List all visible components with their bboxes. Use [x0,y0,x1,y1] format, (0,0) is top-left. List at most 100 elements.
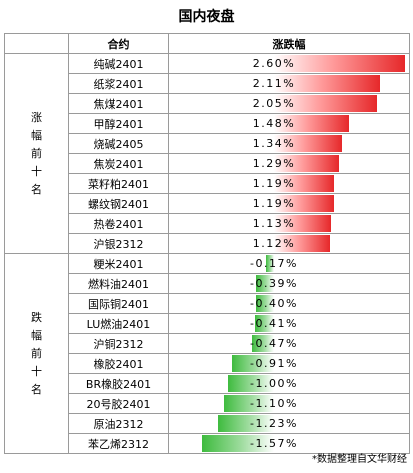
change-cell: 1.19% [168,193,410,214]
change-cell: -1.23% [168,413,410,434]
contract-name: 焦煤2401 [68,93,169,114]
group-label-top: 涨幅前十名 [4,53,69,254]
change-value-label: 1.19% [252,177,296,190]
change-cell: 2.60% [168,53,410,74]
change-value-label: 1.34% [252,137,296,150]
table-row: 沪银2312 1.12% [5,233,410,254]
change-bar [255,315,274,332]
contract-name: 沪银2312 [68,233,169,254]
contract-name: 纸浆2401 [68,73,169,94]
change-bar [274,135,342,152]
group-label-bottom: 跌幅前十名 [4,253,69,454]
change-cell: 1.34% [168,133,410,154]
change-cell: 1.48% [168,113,410,134]
header-blank [4,33,69,54]
change-value-label: 1.29% [252,157,296,170]
change-cell: -0.91% [168,353,410,374]
change-value-label: 1.48% [252,117,296,130]
change-cell: -1.10% [168,393,410,414]
table-row: 燃料油2401 -0.39% [5,273,410,294]
contract-name: 纯碱2401 [68,53,169,74]
change-bar [274,75,381,92]
change-bar [223,395,274,412]
change-cell: -0.39% [168,273,410,294]
change-cell: 2.11% [168,73,410,94]
table-row: 焦炭2401 1.29% [5,153,410,174]
contract-name: 热卷2401 [68,213,169,234]
table-row: 20号胶2401 -1.10% [5,393,410,414]
change-bar [232,355,274,372]
change-cell: -1.57% [168,433,410,454]
table-row: 菜籽粕2401 1.19% [5,173,410,194]
change-bar [274,175,334,192]
table-row: 国际铜2401 -0.40% [5,293,410,314]
header-row: 合约 涨跌幅 [4,33,410,54]
change-bar [274,215,331,232]
change-bar [274,235,331,252]
change-value-label: -0.39% [250,277,298,290]
contract-name: 甲醇2401 [68,113,169,134]
change-cell: -0.41% [168,313,410,334]
table-row: 苯乙烯2312 -1.57% [5,433,410,454]
change-bar [252,335,274,352]
change-bar [202,435,274,452]
change-cell: -0.47% [168,333,410,354]
change-bar [228,375,274,392]
table-row: 螺纹钢2401 1.19% [5,193,410,214]
table-row: LU燃油2401 -0.41% [5,313,410,334]
change-bar [274,55,405,72]
change-bar [266,255,274,272]
change-cell: -0.40% [168,293,410,314]
change-bar [274,195,334,212]
contract-name: 焦炭2401 [68,153,169,174]
change-value-label: -0.17% [250,257,298,270]
change-value-label: 1.12% [252,237,296,250]
table-row: 纸浆2401 2.11% [5,73,410,94]
change-value-label: -0.91% [250,357,298,370]
change-cell: -1.00% [168,373,410,394]
contract-name: 苯乙烯2312 [68,433,169,454]
contract-name: 原油2312 [68,413,169,434]
change-value-label: -0.41% [250,317,298,330]
table-row: 沪铜2312 -0.47% [5,333,410,354]
change-value-label: 1.13% [252,217,296,230]
change-bar [217,415,274,432]
contract-name: 菜籽粕2401 [68,173,169,194]
change-value-label: -1.00% [250,377,298,390]
contract-name: 烧碱2405 [68,133,169,154]
contract-name: BR橡胶2401 [68,373,169,394]
change-bar [274,155,339,172]
change-value-label: -0.47% [250,337,298,350]
change-cell: 2.05% [168,93,410,114]
header-contract: 合约 [68,33,169,54]
change-table: 合约 涨跌幅 涨幅前十名纯碱2401 2.60% 纸浆2401 2.11% 焦煤2401… [4,33,410,454]
change-value-label: 2.11% [252,77,296,90]
table-row: 跌幅前十名粳米2401 -0.17% [4,253,410,454]
contract-name: 粳米2401 [68,253,169,274]
change-bar [274,95,378,112]
contract-name: LU燃油2401 [68,313,169,334]
change-cell: 1.13% [168,213,410,234]
change-value-label: -1.23% [250,417,298,430]
chart-title: 国内夜盘 [178,9,235,25]
contract-name: 橡胶2401 [68,353,169,374]
contract-name: 20号胶2401 [68,393,169,414]
change-cell: 1.19% [168,173,410,194]
table-row: 涨幅前十名纯碱2401 2.60% [4,53,410,254]
table-body: 涨幅前十名纯碱2401 2.60% 纸浆2401 2.11% 焦煤2401 2.05% 甲醇… [4,53,410,454]
change-value-label: 2.60% [252,57,296,70]
table-row: 烧碱2405 1.34% [5,133,410,154]
contract-name: 螺纹钢2401 [68,193,169,214]
table-row: 原油2312 -1.23% [5,413,410,434]
header-change: 涨跌幅 [168,33,410,54]
change-value-label: 2.05% [252,97,296,110]
change-cell: -0.17% [168,253,410,274]
table-row: 橡胶2401 -0.91% [5,353,410,374]
change-bar [274,115,349,132]
change-value-label: -1.10% [250,397,298,410]
contract-name: 国际铜2401 [68,293,169,314]
change-value-label: -1.57% [250,437,298,450]
change-bar [255,295,274,312]
contract-name: 燃料油2401 [68,273,169,294]
source-footnote: *数据整理自文华财经 [312,454,407,465]
